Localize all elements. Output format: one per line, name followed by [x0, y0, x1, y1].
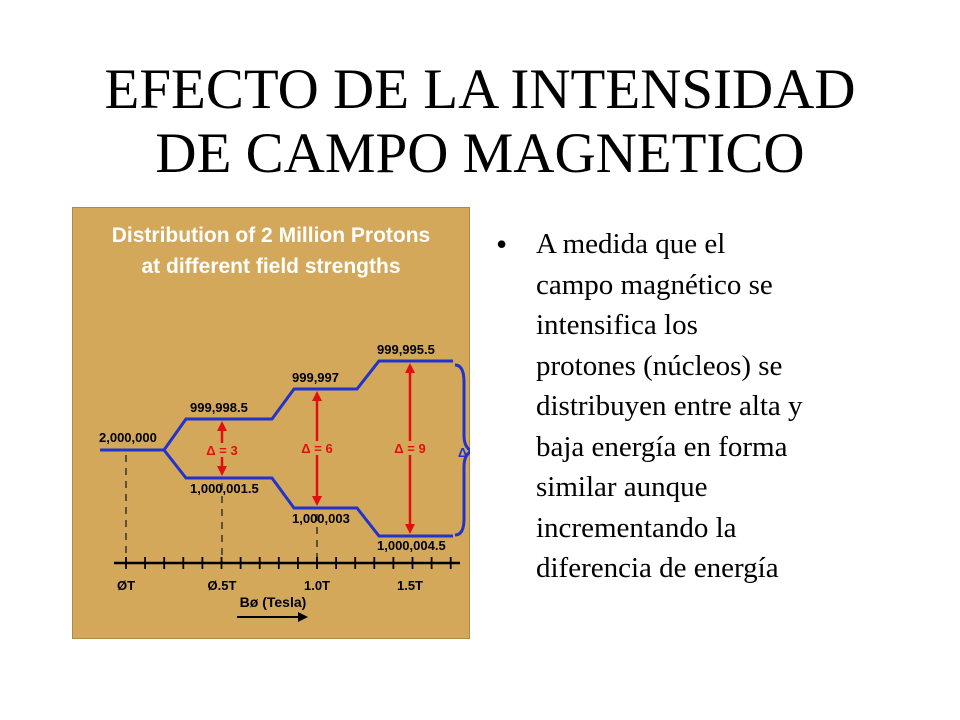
figure-title-line-2: at different field strengths — [141, 255, 400, 278]
slide-title: EFECTO DE LA INTENSIDAD DE CAMPO MAGNETI… — [0, 58, 960, 186]
axis-tick-label-0t: ØT — [117, 578, 135, 593]
axis-minor-ticks — [125, 557, 452, 569]
bullet-line-9: diferencia de energía — [536, 552, 779, 584]
axis-tick-label-05t: Ø.5T — [208, 578, 237, 593]
bullet-line-2: campo magnético se — [536, 268, 773, 301]
delta-label-bg-2 — [298, 441, 336, 455]
delta-label-3: Δ = 9 — [394, 441, 425, 456]
delta-arrow-3-down-head — [405, 524, 415, 534]
brace — [454, 363, 470, 537]
bullet-list: • A medida que el campo magnético se int… — [494, 224, 914, 589]
energy-level-lines — [100, 359, 470, 538]
figure-title-line-1: Distribution of 2 Million Protons — [112, 224, 430, 247]
delta-label-1: Δ = 3 — [206, 443, 237, 458]
figure-background — [72, 207, 470, 639]
lower-level-15t-label: 1,000,004.5 — [377, 538, 446, 553]
bullet-line-4: protones (núcleos) se — [536, 349, 783, 382]
upper-level-05t-label: 999,998.5 — [190, 400, 248, 415]
bullet-marker: • — [496, 226, 508, 262]
slide-title-line-1: EFECTO DE LA INTENSIDAD — [104, 58, 856, 121]
field-dashed-lines — [125, 455, 318, 563]
axis-label: Bø (Tesla) — [240, 594, 307, 610]
lower-level-05t-label: 1,000,001.5 — [190, 481, 259, 496]
bullet-line-1: A medida que el — [536, 228, 726, 260]
slide-title-line-2: DE CAMPO MAGNETICO — [155, 122, 805, 185]
axis-direction-arrow-head — [298, 612, 308, 622]
upper-level-15t-label: 999,995.5 — [377, 342, 435, 357]
proton-distribution-figure: Distribution of 2 Million Protons at dif… — [72, 207, 470, 639]
lower-level-10t-label: 1,000,003 — [292, 511, 350, 526]
bullet-line-6: baja energía en forma — [536, 430, 788, 463]
delta-arrow-2-down-head — [312, 496, 322, 506]
upper-level-10t-label: 999,997 — [292, 370, 339, 385]
brace-label: Δ — [458, 445, 467, 460]
delta-arrow-2-up-head — [312, 391, 322, 401]
lower-level-line — [162, 449, 453, 538]
axis-tick-labels: ØT Ø.5T 1.0T 1.5T — [117, 578, 423, 593]
delta-label-2: Δ = 6 — [301, 441, 332, 456]
delta-arrow-1-down-head — [217, 466, 227, 476]
axis-tick-label-10t: 1.0T — [304, 578, 330, 593]
level-value-labels: 2,000,000 999,998.5 1,000,001.5 999,997 … — [99, 342, 446, 553]
bullet-text: A medida que el campo magnético se inten… — [536, 224, 914, 589]
initial-level-label: 2,000,000 — [99, 430, 157, 445]
delta-label-bg-1 — [203, 443, 241, 457]
figure-canvas: Distribution of 2 Million Protons at dif… — [72, 207, 470, 639]
axis-tick-label-15t: 1.5T — [397, 578, 423, 593]
delta-label-bg-3 — [391, 441, 429, 455]
bullet-line-5: distribuyen entre alta y — [536, 390, 803, 422]
delta-arrow-3-up-head — [405, 363, 415, 373]
bullet-line-8: incrementando la — [536, 511, 737, 544]
axis-direction-arrow — [237, 612, 308, 622]
delta-arrow-1-up-head — [217, 421, 227, 431]
bullet-line-3: intensifica los — [536, 309, 698, 341]
upper-level-line — [100, 359, 453, 452]
bullet-line-7: similar aunque — [536, 471, 708, 503]
